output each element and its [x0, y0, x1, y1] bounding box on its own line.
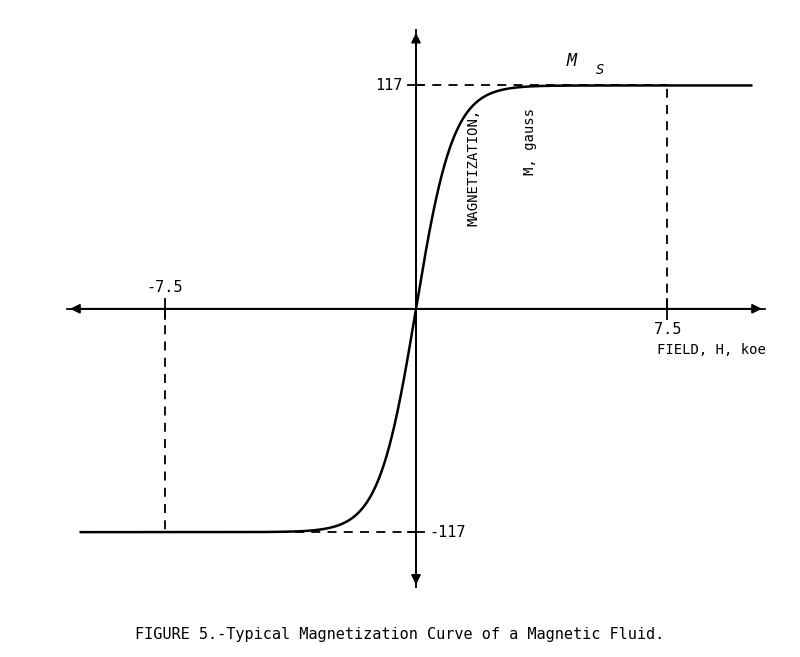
Text: S: S: [595, 63, 604, 77]
Text: MAGNETIZATION,: MAGNETIZATION,: [466, 108, 480, 225]
Text: -7.5: -7.5: [146, 281, 183, 296]
Text: 7.5: 7.5: [654, 322, 681, 337]
Text: FIELD, H, koe: FIELD, H, koe: [657, 343, 766, 357]
Text: M, gauss: M, gauss: [523, 108, 538, 175]
Text: M: M: [567, 52, 577, 70]
Text: -117: -117: [430, 525, 466, 539]
Text: FIGURE 5.-Typical Magnetization Curve of a Magnetic Fluid.: FIGURE 5.-Typical Magnetization Curve of…: [135, 627, 665, 641]
Text: 117: 117: [375, 78, 402, 93]
